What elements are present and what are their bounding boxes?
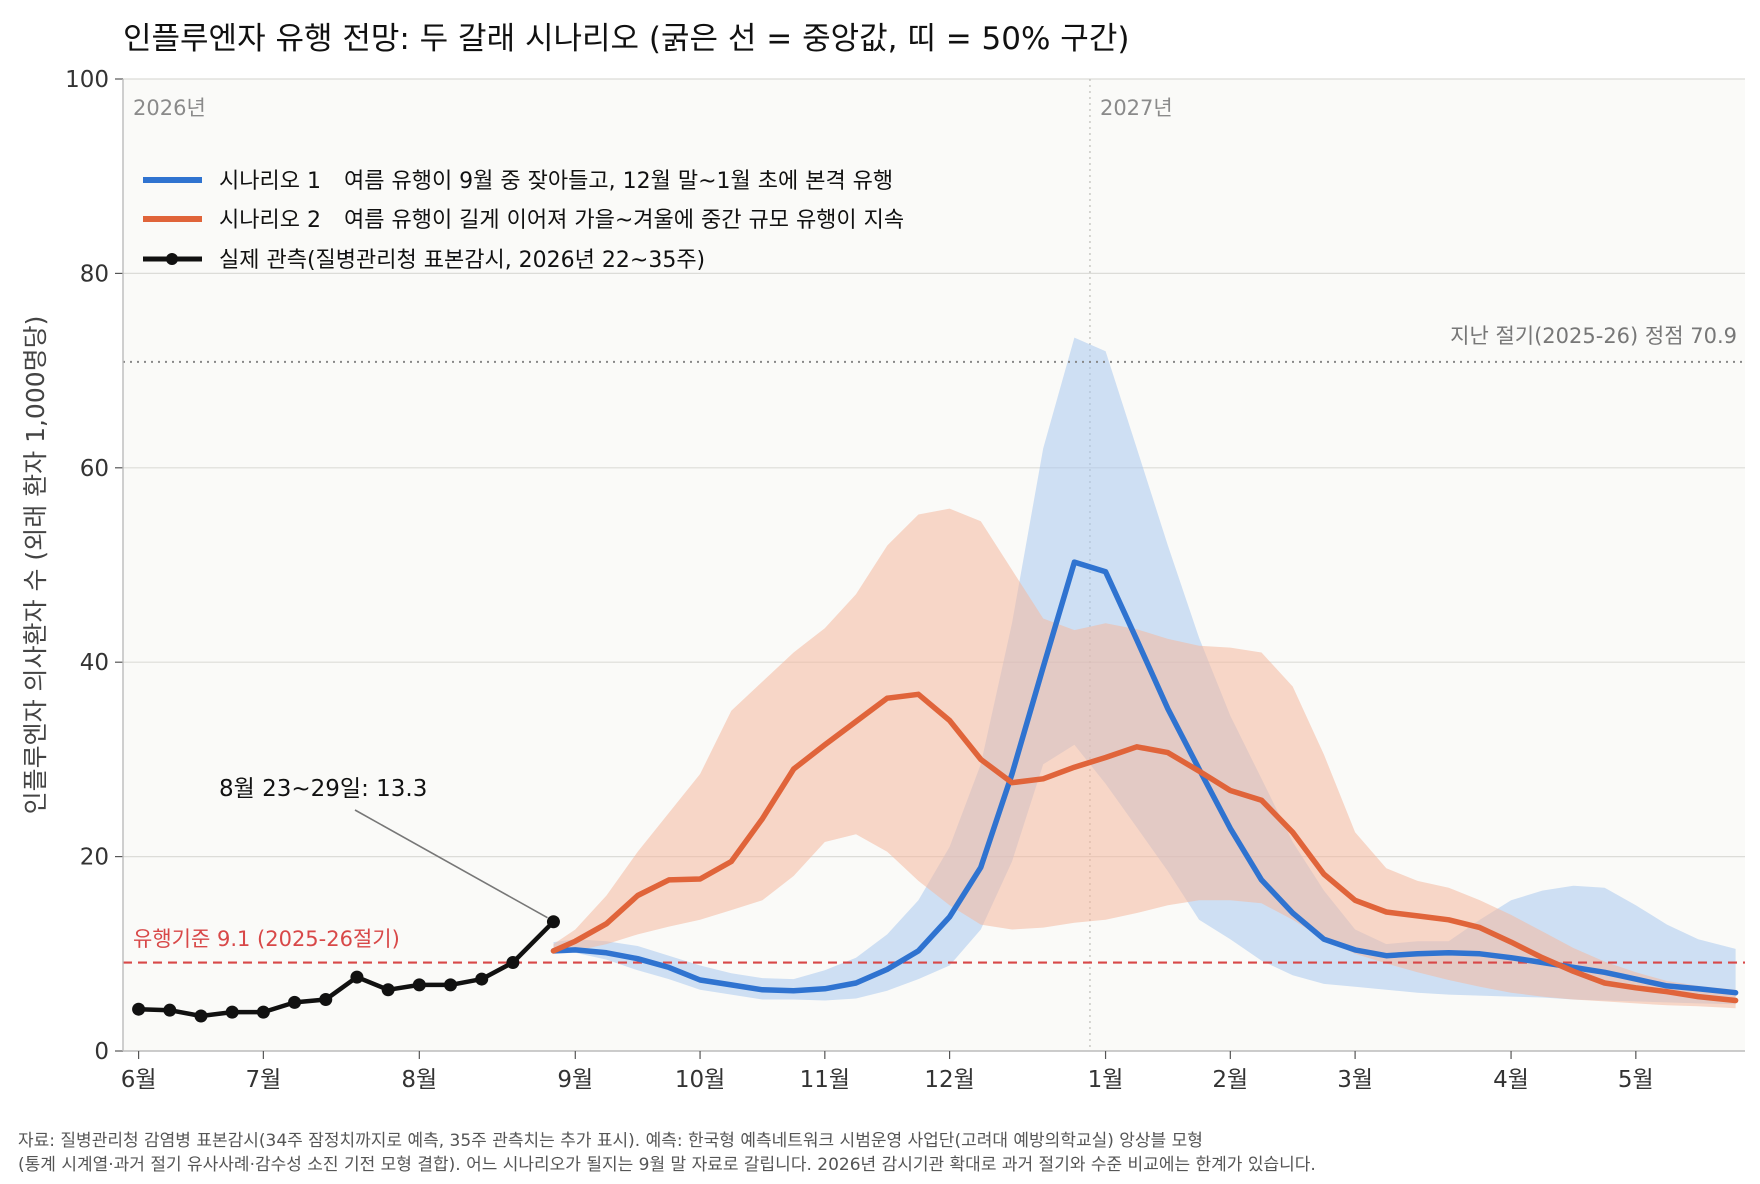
observed-point-11 bbox=[475, 972, 489, 986]
band-series-2 bbox=[553, 508, 1736, 1009]
observed-point-2 bbox=[194, 1009, 208, 1023]
x-tick-label-4: 10월 bbox=[675, 1067, 725, 1093]
legend-name-scenario-2: 시나리오 2 bbox=[219, 208, 321, 233]
observed-point-6 bbox=[319, 992, 333, 1006]
observed-point-3 bbox=[225, 1005, 239, 1019]
observed-point-8 bbox=[381, 983, 395, 997]
line-series-2 bbox=[550, 691, 1739, 1004]
legend-marker-observed bbox=[166, 253, 178, 265]
x-tick-label-5: 11월 bbox=[800, 1067, 850, 1093]
last-season-peak-label: 지난 절기(2025-26) 정점 70.9 bbox=[1450, 324, 1737, 348]
legend-desc-scenario-1: 여름 유행이 9월 중 잦아들고, 12월 말~1월 초에 본격 유행 bbox=[344, 169, 893, 194]
x-tick-label-11: 5월 bbox=[1618, 1067, 1654, 1093]
year-label-0: 2026년 bbox=[133, 96, 206, 120]
legend-name-scenario-1: 시나리오 1 bbox=[219, 169, 321, 194]
observed-point-12 bbox=[506, 956, 520, 970]
x-tick-label-2: 8월 bbox=[401, 1067, 437, 1093]
annotation-text: 8월 23~29일: 13.3 bbox=[219, 776, 427, 802]
observed-point-5 bbox=[288, 995, 302, 1009]
observed-point-9 bbox=[412, 978, 426, 992]
annotation-arrow-line bbox=[354, 809, 548, 919]
observed-point-0 bbox=[132, 1002, 146, 1016]
reference-lines bbox=[123, 360, 1745, 964]
x-tick-label-9: 3월 bbox=[1337, 1067, 1373, 1093]
legend: 시나리오 1 여름 유행이 9월 중 잦아들고, 12월 말~1월 초에 본격 … bbox=[143, 169, 904, 273]
legend-desc-scenario-2: 여름 유행이 길게 이어져 가을~겨울에 중간 규모 유행이 지속 bbox=[344, 208, 904, 233]
observed-point-10 bbox=[444, 978, 458, 992]
axes bbox=[115, 78, 1745, 1059]
y-tick-label-40: 40 bbox=[80, 650, 109, 676]
uncertainty-bands bbox=[553, 337, 1736, 1009]
line-series-1 bbox=[550, 559, 1739, 996]
y-tick-label-80: 80 bbox=[80, 261, 109, 287]
observed-point-7 bbox=[350, 970, 364, 984]
y-axis-label: 인플루엔자 의사환자 수 (외래 환자 1,000명당) bbox=[21, 316, 50, 815]
x-tick-label-8: 2월 bbox=[1212, 1067, 1248, 1093]
y-tick-label-60: 60 bbox=[80, 456, 109, 482]
x-tick-label-7: 1월 bbox=[1088, 1067, 1124, 1093]
y-tick-label-20: 20 bbox=[80, 845, 109, 871]
axis-labels: 0 20 40 60 80 100 2026년 2027년 6월 7월 8월 9월 10월 11월 12월 1… bbox=[65, 67, 1654, 1093]
x-tick-label-6: 12월 bbox=[924, 1067, 974, 1093]
x-tick-label-10: 4월 bbox=[1493, 1067, 1529, 1093]
x-tick-label-3: 9월 bbox=[557, 1067, 593, 1093]
y-tick-label-0: 0 bbox=[94, 1039, 109, 1065]
source-line-2: (통계 시계열·과거 절기 유사사례·감수성 소진 기전 모형 결합). 어느 … bbox=[18, 1155, 1316, 1175]
legend-name-observed: 실제 관측(질병관리청 표본감시, 2026년 22~35주) bbox=[219, 248, 705, 273]
chart-title: 인플루엔자 유행 전망: 두 갈래 시나리오 (굵은 선 = 중앙값, 띠 = … bbox=[123, 21, 1129, 57]
series-lines bbox=[132, 559, 1739, 1023]
observed-point-13 bbox=[546, 915, 560, 929]
y-tick-label-100: 100 bbox=[65, 67, 109, 93]
x-tick-label-1: 7월 bbox=[245, 1067, 281, 1093]
observed-point-1 bbox=[163, 1003, 177, 1017]
epidemic-threshold-label: 유행기준 9.1 (2025-26절기) bbox=[133, 927, 400, 951]
observed-point-4 bbox=[256, 1005, 270, 1019]
source-line-1: 자료: 질병관리청 감염병 표본감시(34주 잠정치까지로 예측, 35주 관측… bbox=[18, 1131, 1203, 1151]
x-tick-label-0: 6월 bbox=[121, 1067, 157, 1093]
year-label-1: 2027년 bbox=[1100, 96, 1173, 120]
